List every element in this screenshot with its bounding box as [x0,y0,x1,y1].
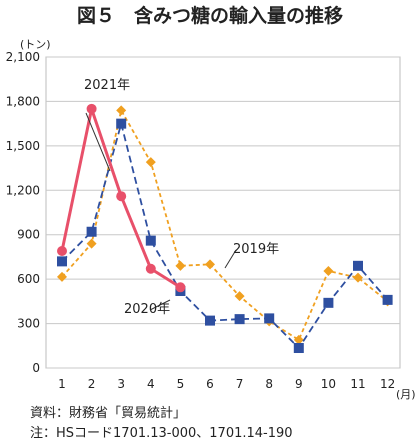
y-tick-label: 1,200 [6,183,40,197]
x-tick-label: 2 [88,377,96,391]
series-2-point [264,313,275,324]
y-tick-label: 300 [17,317,40,331]
x-tick-label: 1 [58,377,66,391]
x-tick-label: 12 [380,377,395,391]
series-1-point [145,157,156,168]
y-tick-label: 1,500 [6,139,40,153]
series-label: 2020年 [124,302,170,317]
series-2-point [293,343,304,354]
series-2-point [145,235,156,246]
gridlines [45,56,401,369]
hs-code-note: 注：HSコード1701.13-000、1701.14-190 [30,426,293,441]
series-2-point [57,256,67,267]
x-tick-label: 10 [321,377,336,391]
series-1-point [86,238,97,249]
chart-title: 図５ 含みつ糖の輸入量の推移 [77,4,343,27]
series-2-point [86,226,97,237]
x-tick-label: 8 [265,377,273,391]
series-1-point [353,272,363,283]
series-3-point [145,263,156,274]
series-1-point [205,259,215,270]
series-1-point [57,271,67,282]
x-tick-label: 11 [350,377,365,391]
series-2-point [323,297,334,308]
series-label: 2019年 [233,242,279,257]
y-tick-label: 2,100 [6,50,40,64]
x-tick-label: 5 [177,377,185,391]
y-tick-label: 0 [32,361,40,375]
x-tick-label: 7 [236,377,244,391]
series-3-point [57,246,67,257]
series-3-point [116,191,127,202]
series-2-point [382,294,393,305]
plot-frame [45,56,401,369]
series-1-line [61,109,389,341]
series-1 [57,105,393,345]
series-3-point [86,103,97,114]
y-axis-unit: (トン) [20,38,51,51]
series-1-point [234,291,245,302]
series-3-point [175,282,186,293]
series-2-line [61,122,389,349]
x-tick-label: 6 [206,377,214,391]
series-1-point [116,105,127,116]
series-label-leader [224,249,237,269]
series-lines [57,103,393,354]
x-tick-label: 9 [295,377,303,391]
series-2-point [234,314,245,325]
x-tick-label: 4 [147,377,155,391]
y-tick-label: 600 [17,272,40,286]
series-label: 2021年 [84,78,130,93]
series-2-point [353,260,363,271]
series-1-point [175,260,186,271]
series-label-leader [149,299,171,311]
x-axis-unit: (月) [396,388,416,401]
series-label-leader [85,112,111,172]
series-labels: 2021年 2019年 2020年 [84,78,279,317]
series-1-point [293,334,304,345]
series-2-point [116,118,127,129]
y-tick-label: 1,800 [6,94,40,108]
x-tick-label: 3 [117,377,125,391]
series-3 [57,103,186,293]
series-2-point [205,315,215,326]
series-1-point [323,265,334,276]
y-tick-label: 900 [17,228,40,242]
source-note: 資料：財務省「貿易統計」 [30,405,186,421]
